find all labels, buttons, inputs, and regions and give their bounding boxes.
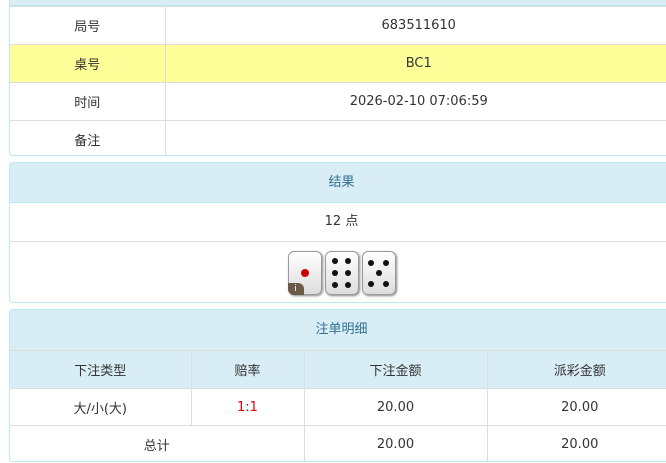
header-odds: 赔率 bbox=[190, 350, 305, 389]
row-note: 备注 bbox=[10, 120, 666, 155]
header-type: 下注类型 bbox=[10, 350, 192, 389]
bet-type: 大/小(大) bbox=[10, 388, 192, 426]
die-pip bbox=[368, 280, 375, 287]
die-pip bbox=[375, 270, 382, 276]
value: 683511610 bbox=[164, 6, 666, 45]
result-title: 结果 bbox=[10, 163, 666, 203]
bets-header-row: 下注类型 赔率 下注金额 派彩金额 bbox=[10, 350, 666, 389]
info-panel-header bbox=[10, 0, 666, 6]
header-amount: 下注金额 bbox=[303, 350, 488, 389]
value bbox=[164, 120, 666, 155]
label: 桌号 bbox=[10, 44, 166, 83]
result-panel: 结果 12 点 i bbox=[9, 162, 666, 303]
die-pip bbox=[382, 280, 389, 287]
dice-row: i bbox=[10, 242, 666, 302]
total-row: 总计 20.00 20.00 bbox=[10, 425, 666, 461]
die-pip bbox=[344, 270, 351, 276]
bets-table: 下注类型 赔率 下注金额 派彩金额 大/小(大) 1:1 20.00 20.00… bbox=[10, 350, 666, 461]
row-table: 桌号 BC1 bbox=[10, 44, 666, 83]
header-payout: 派彩金额 bbox=[486, 350, 666, 389]
die-pip bbox=[332, 281, 339, 288]
die-pip bbox=[300, 269, 309, 277]
die-pip bbox=[368, 259, 375, 266]
info-icon[interactable]: i bbox=[287, 283, 304, 295]
info-table: 局号 683511610 桌号 BC1 时间 2026-02-10 07:06:59 … bbox=[10, 6, 666, 155]
bets-title: 注单明细 bbox=[10, 310, 666, 350]
die-5 bbox=[361, 251, 396, 295]
row-round: 局号 683511610 bbox=[10, 6, 666, 45]
die-pip bbox=[344, 258, 351, 265]
value: 2026-02-10 07:06:59 bbox=[164, 82, 666, 121]
die-pip bbox=[332, 258, 339, 265]
value: BC1 bbox=[164, 44, 666, 83]
label: 时间 bbox=[10, 82, 166, 121]
bets-panel: 注单明细 下注类型 赔率 下注金额 派彩金额 大/小(大) 1:1 20.00 … bbox=[9, 309, 666, 462]
die-pip bbox=[332, 270, 339, 276]
table-row: 大/小(大) 1:1 20.00 20.00 bbox=[10, 388, 666, 426]
row-time: 时间 2026-02-10 07:06:59 bbox=[10, 82, 666, 121]
result-points: 12 点 bbox=[10, 203, 666, 242]
total-payout: 20.00 bbox=[486, 425, 666, 461]
die-6 bbox=[324, 251, 359, 295]
die-pip bbox=[344, 281, 351, 288]
die-1: i bbox=[287, 251, 322, 295]
bet-amount: 20.00 bbox=[303, 388, 488, 426]
total-amount: 20.00 bbox=[303, 425, 488, 461]
total-label: 总计 bbox=[10, 425, 305, 461]
bet-payout: 20.00 bbox=[486, 388, 666, 426]
label: 备注 bbox=[10, 120, 166, 155]
bet-odds: 1:1 bbox=[190, 388, 305, 426]
info-panel: 局号 683511610 桌号 BC1 时间 2026-02-10 07:06:59 … bbox=[9, 0, 666, 156]
label: 局号 bbox=[10, 6, 166, 45]
die-pip bbox=[382, 259, 389, 266]
